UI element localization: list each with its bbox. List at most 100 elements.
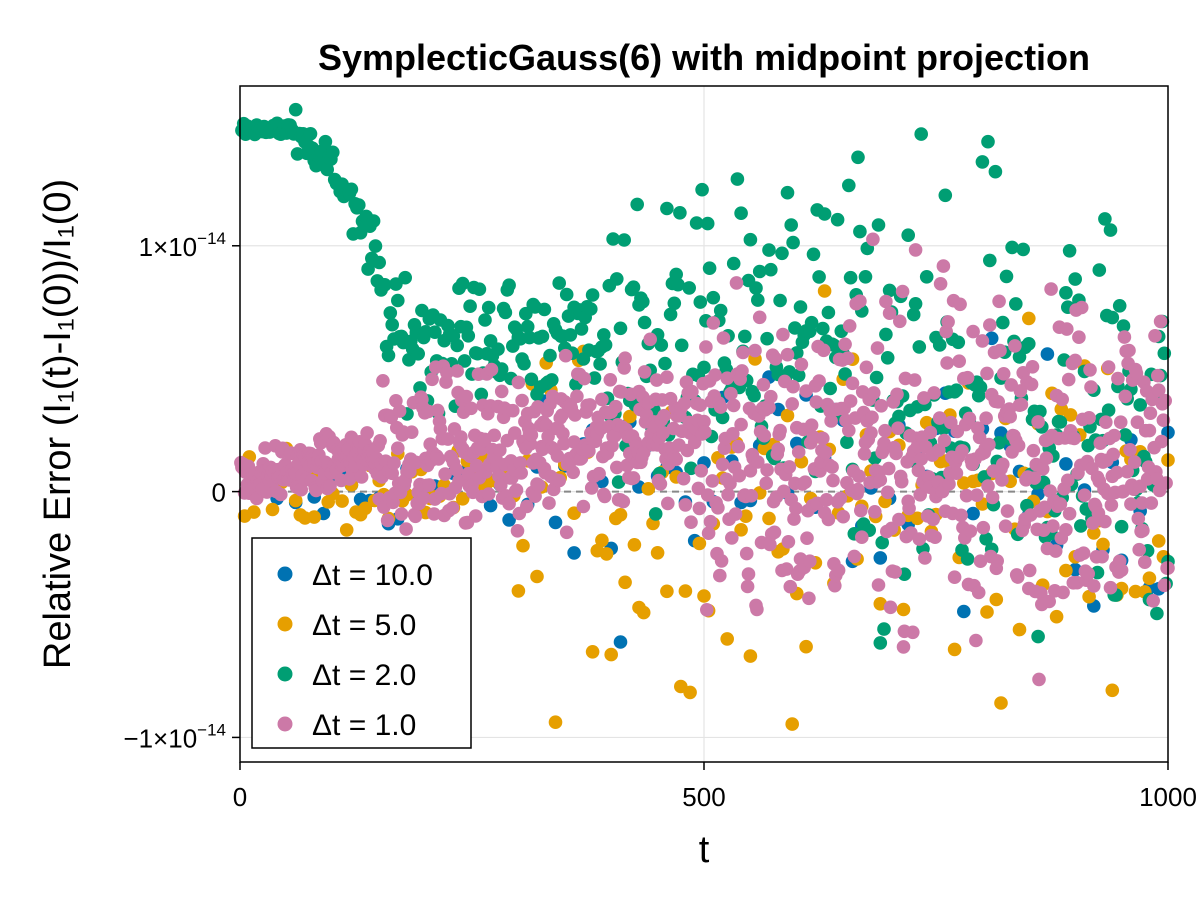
data-point [383,306,398,320]
data-point [819,493,834,507]
data-point [993,343,1007,358]
data-point [1101,403,1116,418]
data-point [1032,672,1046,687]
data-point [532,478,546,493]
data-point [1027,471,1042,485]
data-point [1026,443,1041,458]
data-point [918,551,932,565]
data-point [901,228,915,242]
data-point [851,482,865,497]
data-point [372,255,387,270]
data-point [749,281,763,295]
data-point [994,696,1008,710]
data-point [842,423,856,438]
data-point [552,276,566,290]
data-point [550,449,565,463]
data-point [498,305,513,320]
data-point [1074,519,1088,533]
y-tick-label-0: −1×10−14 [123,720,226,753]
data-point [1092,263,1107,277]
data-point [947,570,962,584]
data-point [587,371,602,385]
data-point [457,354,472,368]
data-point [1053,497,1068,511]
data-point [748,343,762,358]
data-point [969,633,983,648]
data-point [1005,240,1019,255]
data-point [431,452,446,466]
data-point [845,376,860,391]
data-point [1022,311,1036,326]
data-point [1142,423,1157,438]
data-point [853,224,867,239]
data-point [510,524,525,538]
legend-marker-3 [277,716,293,732]
data-point [303,127,318,141]
data-point [1024,377,1039,392]
data-point [723,476,737,491]
data-point [524,372,539,387]
data-point [878,423,892,438]
data-point [1086,516,1100,530]
data-point [711,501,725,515]
data-point [906,625,920,640]
data-point [399,522,413,536]
data-point [1059,457,1073,471]
y-tick-label-1: 0 [212,478,226,508]
data-point [694,464,708,478]
data-point [416,491,431,505]
data-point [1132,542,1146,557]
data-point [335,494,349,508]
data-point [960,370,975,385]
data-point [684,461,698,476]
data-point [821,305,836,320]
data-point [764,262,778,277]
data-point [992,436,1006,450]
data-point [865,410,879,425]
data-point [757,428,772,443]
data-point [461,329,476,343]
data-point [543,348,557,363]
data-point [1098,514,1112,529]
data-point [821,512,836,527]
data-point [699,340,713,354]
data-point [864,426,878,440]
data-point [908,297,923,311]
data-point [926,512,940,527]
data-point [842,319,857,333]
data-point [1157,346,1172,361]
data-point [387,456,401,470]
data-point [358,501,373,516]
data-point [729,276,744,290]
data-point [352,198,366,212]
data-point [989,592,1004,607]
data-point [843,270,858,285]
data-point [693,398,708,413]
data-point [494,478,508,493]
data-point [515,393,529,408]
data-point [1022,337,1036,351]
data-point [1098,212,1112,226]
data-point [514,466,528,480]
data-point [1053,415,1068,429]
data-point [617,233,631,247]
data-point [307,510,322,524]
data-point [896,602,911,617]
data-point [440,366,454,380]
data-point [610,460,624,475]
data-point [517,356,531,371]
data-point [870,341,885,355]
data-point [824,414,838,428]
data-point [996,457,1010,472]
data-point [838,337,852,352]
data-point [760,331,774,346]
data-point [799,639,813,654]
data-point [981,479,995,493]
data-point [1081,566,1095,581]
data-point [1044,282,1058,296]
data-point [361,262,375,276]
data-point [775,246,789,261]
data-point [785,717,799,731]
data-point [258,441,272,455]
data-point [455,276,470,291]
